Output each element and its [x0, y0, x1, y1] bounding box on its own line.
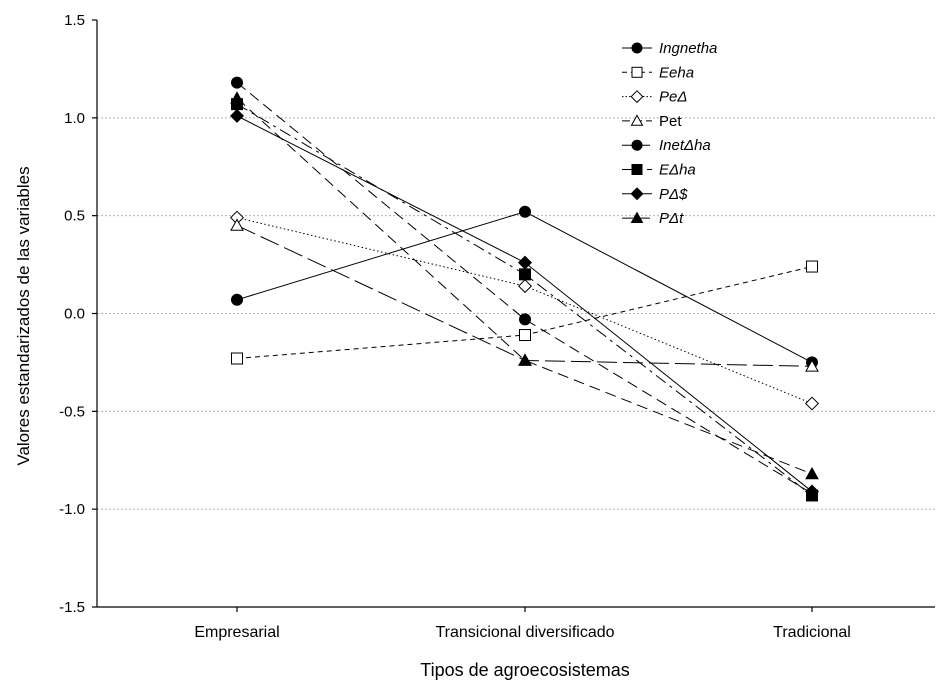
data-point: [805, 466, 819, 480]
x-tick-label: Transicional diversificado: [435, 624, 614, 641]
legend-marker: [630, 211, 644, 223]
y-axis-title: Valores estandarizados de las variables: [14, 166, 33, 465]
x-tick-label: Tradicional: [773, 624, 851, 641]
legend-label: InetΔha: [659, 137, 711, 154]
data-point: [805, 359, 819, 372]
legend-label: PΔ$: [659, 186, 688, 203]
data-point: [519, 205, 531, 218]
legend-marker: [631, 139, 643, 151]
data-point: [804, 396, 820, 411]
y-tick-label: -1.0: [59, 501, 85, 518]
legend-marker: [630, 187, 644, 201]
legend-marker: [631, 66, 643, 78]
data-point: [229, 108, 245, 123]
y-tick-label: 1.5: [64, 12, 85, 29]
y-tick-label: 1.0: [64, 110, 85, 127]
series-line: [236, 82, 813, 494]
legend-marker: [630, 114, 644, 126]
y-tick-label: -1.5: [59, 599, 85, 616]
data-point: [804, 484, 820, 499]
data-point: [230, 218, 244, 231]
axes: 1.5 1.0 0.5 0.0 -0.5 -1.0 -1.5 Empresarial Trans…: [59, 12, 935, 641]
x-tick-label: Empresarial: [194, 624, 279, 641]
data-point: [519, 268, 531, 281]
legend-marker: [631, 164, 643, 175]
legend-marker: [631, 42, 643, 54]
data-point: [806, 260, 818, 273]
legend-label: PΔt: [659, 210, 684, 227]
series-line: [236, 103, 813, 496]
x-axis-title: Tipos de agroecosistemas: [420, 660, 629, 680]
y-tick-label: 0.5: [64, 208, 85, 225]
data-point: [231, 76, 243, 89]
legend-label: EΔha: [659, 162, 696, 179]
data-point: [517, 279, 533, 294]
data-markers: [229, 76, 820, 502]
series-line: [236, 115, 813, 492]
data-point: [519, 313, 531, 326]
data-point: [518, 353, 532, 366]
data-point: [230, 91, 244, 104]
series-line: [236, 224, 813, 367]
legend: Ingnetha Eeha PeΔ Pet InetΔha EΔha PΔ$ PΔt: [622, 40, 717, 227]
legend-marker: [630, 90, 644, 104]
series-line: [236, 217, 813, 404]
data-point: [519, 329, 531, 342]
y-tick-label: -0.5: [59, 403, 85, 420]
data-point: [231, 352, 243, 365]
y-tick-label: 0.0: [64, 306, 85, 323]
legend-label: Eeha: [659, 64, 694, 81]
series-line: [236, 97, 813, 475]
legend-label: Pet: [659, 113, 682, 130]
legend-label: Ingnetha: [659, 40, 717, 57]
gridlines: [97, 117, 935, 510]
data-point: [517, 255, 533, 270]
legend-label: PeΔ: [659, 89, 687, 106]
data-point: [231, 293, 243, 306]
